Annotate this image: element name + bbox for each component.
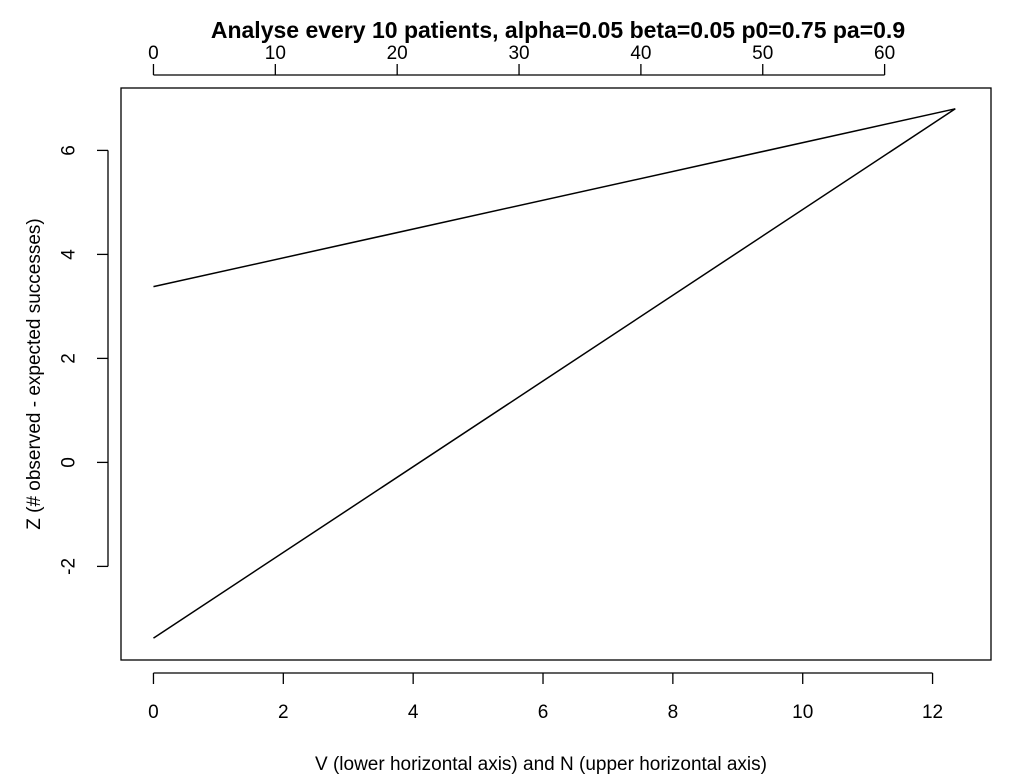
bottom-tick-label: 12 <box>922 702 943 723</box>
bottom-tick-label: 6 <box>538 702 549 723</box>
top-tick-label: 60 <box>874 43 895 64</box>
y-axis-title: Z (# observed - expected successes) <box>24 218 45 530</box>
x-axis-title: V (lower horizontal axis) and N (upper h… <box>315 754 767 775</box>
bottom-tick-label: 10 <box>792 702 813 723</box>
y-axis: -2 0 2 4 6 <box>59 145 109 575</box>
bottom-tick-label: 4 <box>408 702 419 723</box>
bottom-tick-label: 2 <box>278 702 289 723</box>
bottom-x-axis: 0 2 4 6 8 10 12 <box>148 672 943 723</box>
top-x-axis: 0 10 20 30 40 50 60 <box>148 43 895 76</box>
top-tick-label: 50 <box>752 43 773 64</box>
bottom-tick-label: 8 <box>668 702 679 723</box>
top-tick-label: 0 <box>148 43 159 64</box>
upper-boundary-line <box>153 108 956 288</box>
bottom-tick-label: 0 <box>148 702 159 723</box>
y-tick-label: 2 <box>59 353 80 364</box>
y-tick-label: 4 <box>59 249 80 260</box>
y-tick-label: -2 <box>59 558 80 575</box>
series-layer <box>153 108 956 639</box>
y-tick-label: 0 <box>59 457 80 468</box>
top-tick-label: 30 <box>508 43 529 64</box>
y-tick-label: 6 <box>59 145 80 156</box>
lower-boundary-line <box>153 108 956 639</box>
top-tick-label: 40 <box>630 43 651 64</box>
plot-frame <box>120 87 992 661</box>
top-tick-label: 20 <box>387 43 408 64</box>
top-tick-label: 10 <box>265 43 286 64</box>
chart-title: Analyse every 10 patients, alpha=0.05 be… <box>211 17 905 43</box>
